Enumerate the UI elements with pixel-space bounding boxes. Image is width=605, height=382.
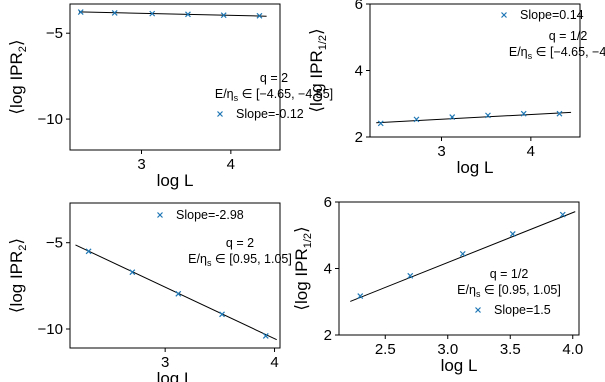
x-axis-title: log L [457, 158, 494, 177]
plot-frame [69, 3, 281, 151]
fit-line [376, 111, 572, 124]
data-point [407, 272, 414, 279]
y-axis-title: ⟨log IPR1/2⟩ [307, 28, 329, 112]
x-tick-label: 3 [437, 143, 445, 160]
panel-bottom-right: 2.5 3.0 3.5 4.0 2 4 6 log L ⟨log IPR1/2⟩ q = 1/2 E… [292, 194, 583, 375]
data-point [449, 114, 456, 120]
x-tick-label: 3 [161, 354, 169, 371]
legend-label: Slope=-2.98 [176, 208, 244, 222]
panel-bottom-left: 3 4 −5 −10 log L ⟨log IPR2⟩ q = 2 E/ηs ∈ [0.95,… [7, 202, 292, 382]
fit-line [350, 211, 576, 302]
x-axis-title: log L [157, 369, 194, 382]
x-axis-title: log L [157, 171, 194, 190]
data-point [111, 10, 118, 16]
data-point [520, 110, 527, 117]
annotation-line: q = 2 [226, 236, 254, 250]
data-point [256, 12, 263, 19]
data-point [485, 112, 491, 119]
data-point [413, 116, 420, 123]
data-point [185, 11, 191, 18]
legend-marker [157, 212, 163, 218]
data-point [149, 10, 156, 17]
panel-top-right: 3 4 2 4 6 log L ⟨log IPR1/2⟩ q = 1/2 E/ηs ∈ [−4.… [307, 0, 605, 177]
data-point [357, 293, 364, 300]
legend-marker [501, 12, 507, 18]
data-point [77, 9, 84, 15]
y-tick-label: 4 [355, 63, 363, 80]
y-tick-label: 2 [355, 129, 363, 146]
legend-label: Slope=0.14 [520, 8, 584, 22]
annotation-line: q = 1/2 [490, 267, 529, 281]
data-point [129, 269, 136, 276]
y-axis-title: ⟨log IPR2⟩ [7, 39, 29, 114]
legend-marker [217, 111, 223, 117]
y-tick-label: 6 [324, 194, 332, 211]
y-axis-title: ⟨log IPR2⟩ [7, 238, 29, 313]
y-tick-label: 2 [324, 327, 332, 344]
plot-frame [69, 202, 281, 349]
y-tick-label: 6 [355, 0, 363, 13]
y-tick-label: −10 [38, 321, 63, 338]
data-point [559, 211, 566, 218]
x-tick-label: 4 [227, 156, 235, 173]
y-tick-label: −10 [38, 111, 63, 128]
annotation-line: E/ηs ∈ [0.95, 1.05] [457, 283, 561, 299]
x-tick-label: 4 [527, 143, 535, 160]
legend-marker [475, 307, 481, 313]
data-point [85, 248, 92, 255]
x-tick-label: 3.5 [500, 341, 521, 358]
annotation-line: E/ηs ∈ [−4.65, −4.55] [509, 45, 605, 61]
data-point [459, 250, 466, 257]
annotation-line: E/ηs ∈ [0.95, 1.05] [188, 252, 292, 268]
data-point [509, 230, 516, 237]
y-tick-label: −5 [46, 235, 63, 252]
legend-label: Slope=1.5 [494, 303, 551, 317]
x-tick-label: 4 [270, 354, 278, 371]
data-point [262, 332, 269, 339]
x-tick-label: 3 [137, 156, 145, 173]
data-point [220, 12, 227, 19]
legend-label: Slope=-0.12 [236, 107, 304, 121]
y-tick-label: 4 [324, 261, 332, 278]
fit-line [78, 11, 267, 17]
x-axis-title: log L [441, 356, 478, 375]
x-tick-label: 3.0 [437, 341, 458, 358]
x-tick-label: 2.5 [375, 341, 396, 358]
data-point [556, 110, 563, 117]
annotation-line: q = 2 [260, 71, 288, 85]
x-tick-label: 4.0 [562, 341, 583, 358]
data-point [175, 290, 182, 297]
data-point [377, 120, 384, 127]
panel-top-left: 3 4 −5 −10 log L ⟨log IPR2⟩ q = 2 E/ηs ∈ [−4.65… [7, 3, 333, 190]
y-axis-title: ⟨log IPR1/2⟩ [292, 226, 314, 310]
y-tick-label: −5 [46, 25, 63, 42]
annotation-line: E/ηs ∈ [−4.65, −4.55] [215, 87, 333, 103]
data-point [219, 311, 225, 318]
annotation-line: q = 1/2 [549, 29, 588, 43]
